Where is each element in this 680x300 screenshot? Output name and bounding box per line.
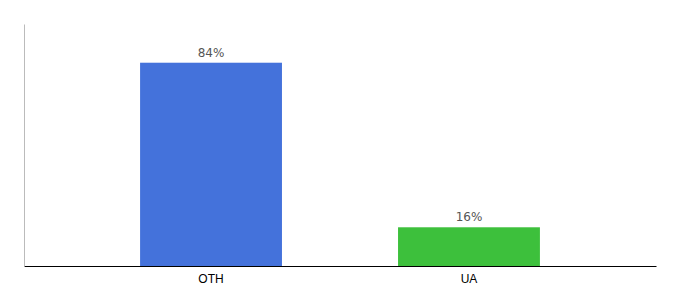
y-axis-line — [24, 25, 25, 267]
x-axis: OTH UA — [25, 266, 657, 286]
bar — [398, 227, 540, 266]
x-tick-label: OTH — [198, 272, 223, 286]
x-tick: UA — [461, 266, 478, 286]
y-axis — [24, 25, 25, 267]
plot: 84% 16% OTH UA — [25, 25, 657, 286]
data-label: 16% — [456, 210, 483, 224]
data-labels: 84% 16% — [198, 46, 483, 225]
x-tick: OTH — [198, 266, 223, 286]
chart: 84% 16% OTH UA — [0, 0, 680, 300]
x-axis-line — [25, 266, 657, 267]
bar — [140, 63, 282, 266]
bars — [140, 63, 540, 266]
x-tick-label: UA — [461, 272, 478, 286]
data-label: 84% — [198, 46, 225, 60]
